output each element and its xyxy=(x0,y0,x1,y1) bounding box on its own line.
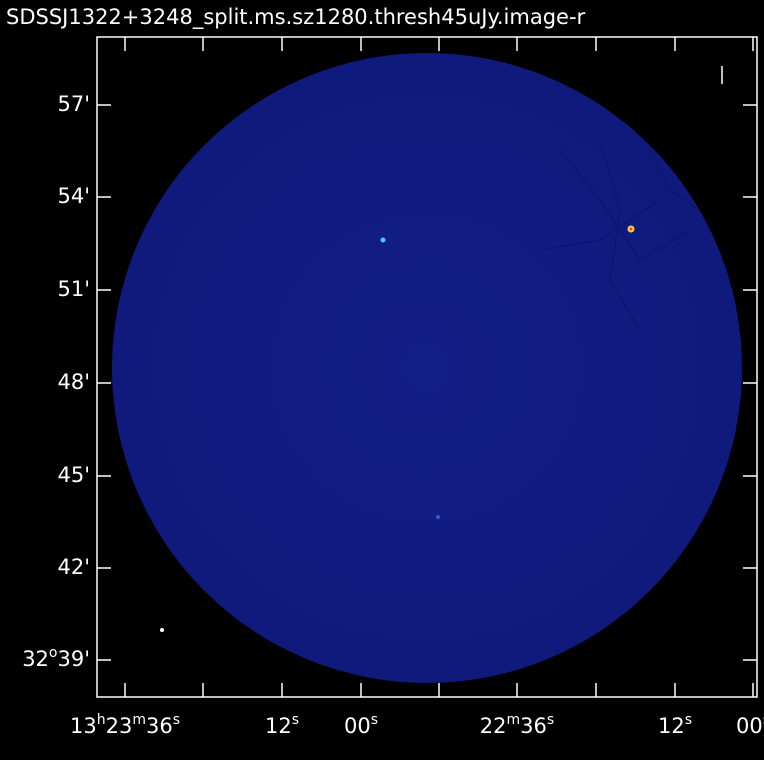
y-tick-label: 48' xyxy=(58,370,91,394)
label-part: 00 xyxy=(736,714,763,738)
label-part: h xyxy=(97,712,106,728)
label-part: o xyxy=(49,645,58,661)
image-title: SDSSJ1322+3248_split.ms.sz1280.thresh45u… xyxy=(6,5,586,30)
radio-source xyxy=(380,237,386,243)
y-tick-label: 57' xyxy=(58,92,91,116)
label-part: s xyxy=(685,712,692,728)
label-part: s xyxy=(173,712,180,728)
x-tick-label: 00s xyxy=(736,712,764,738)
label-part: 36 xyxy=(146,714,173,738)
y-tick-label: 51' xyxy=(58,277,91,301)
label-part: 57' xyxy=(58,92,91,116)
label-part: 13 xyxy=(70,714,97,738)
label-part: 22 xyxy=(480,714,507,738)
label-part: 36 xyxy=(520,714,547,738)
label-part: 39' xyxy=(58,647,91,671)
label-part: 51' xyxy=(58,277,91,301)
plot-frame xyxy=(96,36,758,698)
label-part: 12 xyxy=(265,714,292,738)
label-part: 54' xyxy=(58,184,91,208)
label-part: m xyxy=(507,712,521,728)
y-tick-label: 42' xyxy=(58,555,91,579)
label-part: s xyxy=(547,712,554,728)
primary-beam-image xyxy=(112,53,742,683)
label-part: 23 xyxy=(106,714,133,738)
x-tick-label: 22m36s xyxy=(480,712,554,738)
image-artifacts xyxy=(539,139,701,331)
label-part: 32 xyxy=(22,647,49,671)
x-tick-label: 13h23m36s xyxy=(70,712,180,738)
label-part: s xyxy=(371,712,378,728)
label-part: m xyxy=(132,712,146,728)
label-part: 45' xyxy=(58,463,91,487)
label-part: 48' xyxy=(58,370,91,394)
y-tick-label: 45' xyxy=(58,463,91,487)
y-tick-label: 32o39' xyxy=(22,645,90,671)
x-tick-label: 12s xyxy=(658,712,692,738)
axis-ticks xyxy=(97,37,757,697)
radio-source-core xyxy=(629,227,633,231)
x-tick-label: 12s xyxy=(265,712,299,738)
x-tick-label: 00s xyxy=(344,712,378,738)
y-tick-label: 54' xyxy=(58,184,91,208)
label-part: 42' xyxy=(58,555,91,579)
label-part: s xyxy=(292,712,299,728)
beam-marker xyxy=(160,628,164,632)
label-part: 12 xyxy=(658,714,685,738)
label-part: s xyxy=(763,712,764,728)
label-part: 00 xyxy=(344,714,371,738)
radio-source xyxy=(436,515,440,519)
